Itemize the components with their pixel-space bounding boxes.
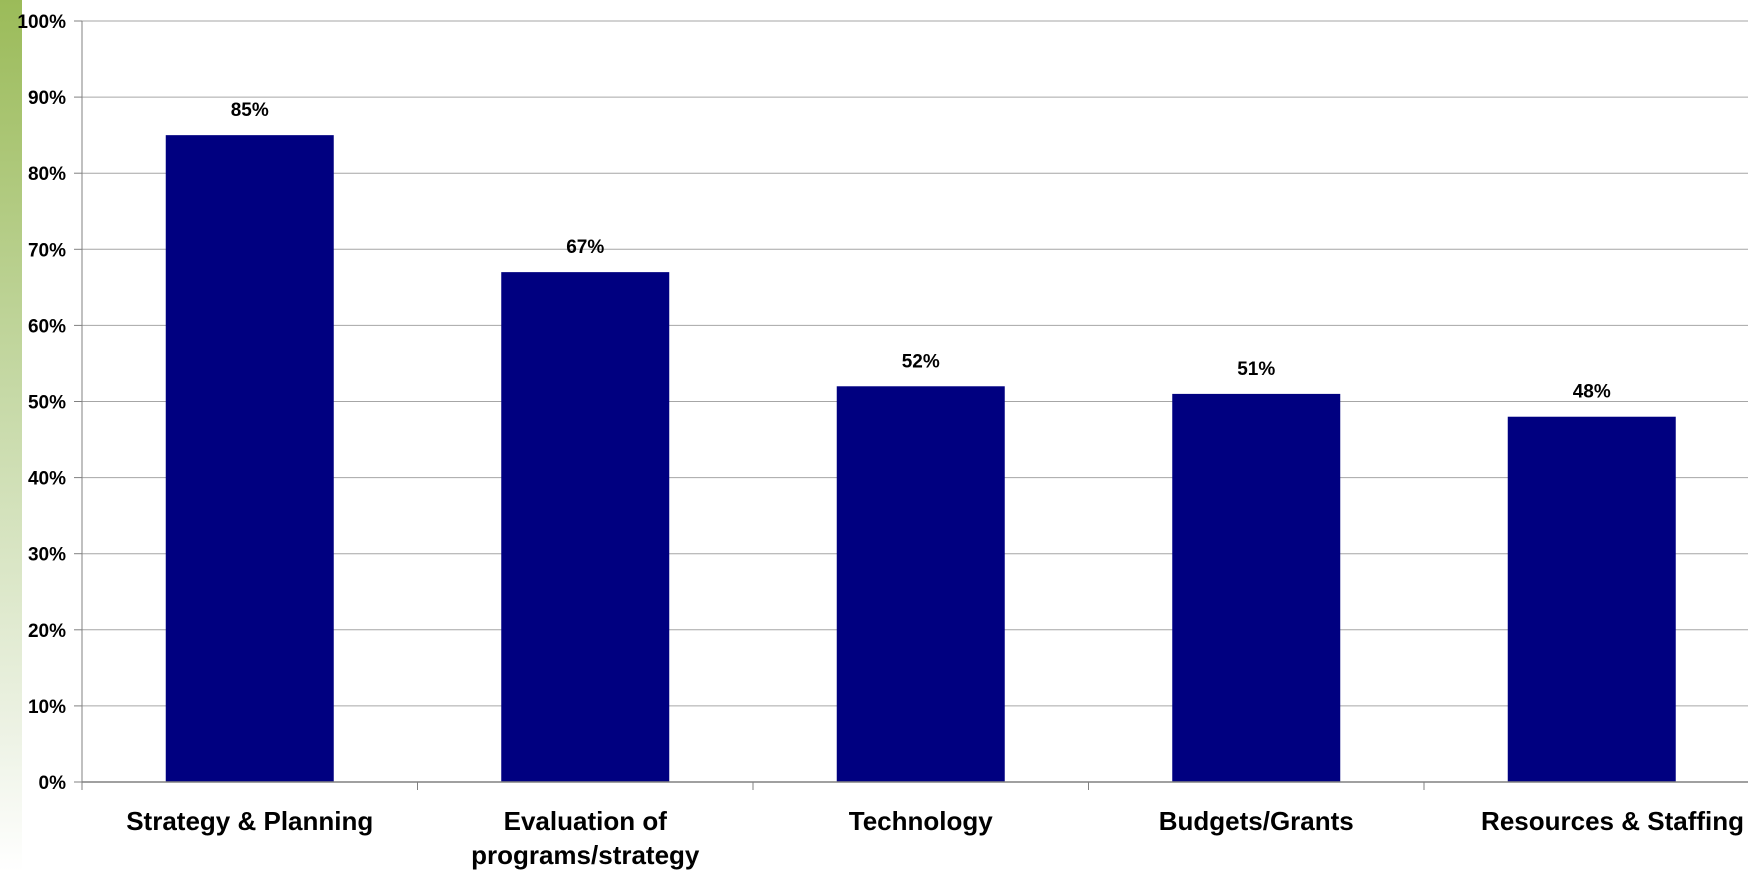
y-tick-label: 10% [28, 697, 66, 718]
x-category-label-2-line-1: Evaluation of [504, 806, 668, 836]
bar-3 [836, 386, 1005, 782]
x-category-label-1: Strategy & Planning [126, 806, 373, 836]
bar-5 [1507, 416, 1676, 782]
y-tick-label: 50% [28, 393, 66, 414]
x-category-label-3: Technology [849, 806, 994, 836]
bar-1 [165, 135, 334, 782]
accent-strip [0, 0, 22, 872]
x-category-label-5: Resources & Staffing [1481, 806, 1744, 836]
bar-2 [501, 272, 670, 782]
data-label-2: 67% [566, 237, 604, 258]
y-tick-label: 30% [28, 545, 66, 566]
data-label-5: 48% [1573, 382, 1611, 403]
y-tick-label: 60% [28, 316, 66, 337]
data-label-4: 51% [1237, 359, 1275, 380]
data-label-3: 52% [902, 351, 940, 372]
x-category-label-4: Budgets/Grants [1159, 806, 1354, 836]
y-tick-label: 90% [28, 88, 66, 109]
y-tick-label: 80% [28, 164, 66, 185]
y-tick-label: 70% [28, 240, 66, 261]
x-category-label-2-line-2: programs/strategy [471, 840, 700, 870]
y-tick-label: 100% [17, 12, 66, 33]
y-tick-label: 40% [28, 469, 66, 490]
y-tick-label: 0% [39, 773, 67, 794]
data-label-1: 85% [231, 100, 269, 121]
bar-4 [1172, 393, 1341, 782]
y-tick-label: 20% [28, 621, 66, 642]
